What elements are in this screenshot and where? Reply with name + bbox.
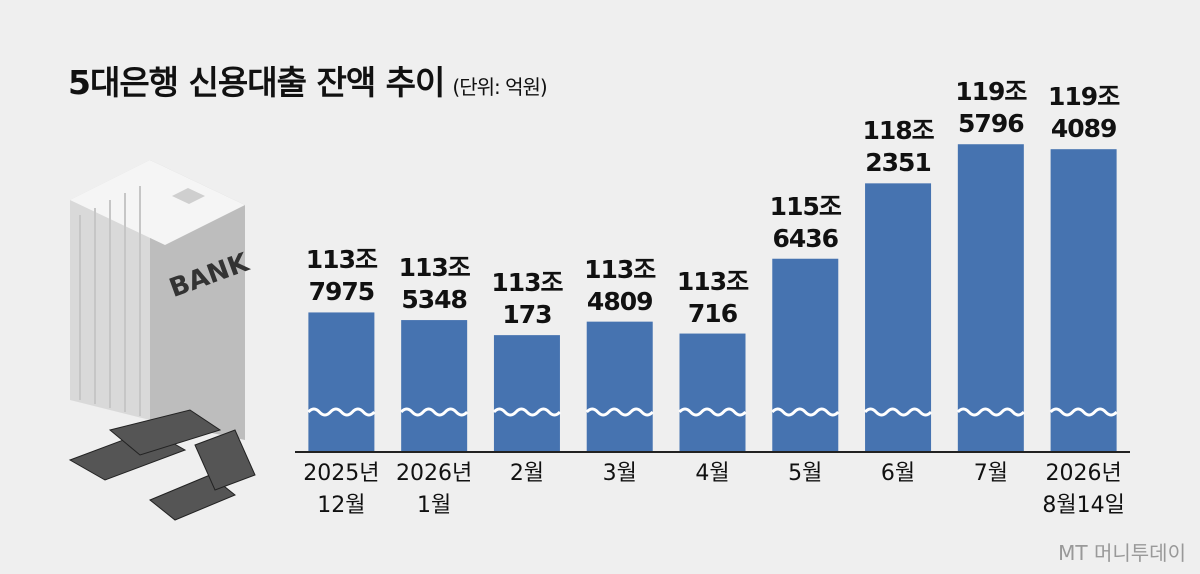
x-tick-label: 5월: [788, 461, 823, 486]
bar: [308, 312, 375, 452]
axis-break: [678, 407, 747, 417]
axis-break: [956, 407, 1025, 417]
axis-break: [400, 407, 469, 417]
unit-label: (단위: 억원): [452, 75, 547, 99]
bar: [493, 335, 560, 452]
x-tick-label: 7월: [973, 461, 1008, 486]
bar: [772, 258, 839, 452]
x-tick-label: 3월: [602, 461, 637, 486]
value-label: 113조 5348: [398, 253, 471, 315]
title-text: 5대은행 신용대출 잔액 추이: [68, 63, 445, 102]
source: MT 머니투데이: [1058, 541, 1186, 565]
x-tick-label: 2025년 12월: [303, 461, 380, 518]
axis-break: [307, 407, 376, 417]
x-tick-label: 4월: [695, 461, 730, 486]
x-tick-label: 2026년 1월: [396, 461, 473, 518]
x-tick-label: 2026년 8월14일: [1042, 461, 1125, 518]
value-label: 113조 716: [676, 266, 749, 328]
axis-break: [585, 407, 654, 417]
value-label: 119조 4089: [1048, 82, 1120, 144]
value-label: 118조 2351: [862, 116, 934, 178]
axis-break: [863, 407, 933, 417]
chart-title: 5대은행 신용대출 잔액 추이 (단위: 억원): [68, 56, 548, 104]
bar: [679, 333, 746, 452]
value-label: 113조 4809: [584, 254, 656, 316]
value-label: 113조 173: [491, 268, 563, 330]
value-label: 115조 6436: [769, 191, 842, 253]
axis-break: [1049, 407, 1118, 417]
value-label: 113조 7975: [305, 245, 378, 307]
axis-break: [492, 407, 562, 417]
bank-illustration: BANK: [68, 160, 256, 521]
bar: [586, 321, 653, 452]
x-tick-label: 2월: [509, 461, 545, 486]
value-label: 119조 5796: [955, 77, 1027, 139]
bar: [957, 144, 1024, 453]
bar: [865, 183, 932, 453]
axis-break: [771, 407, 840, 417]
bar: [1050, 149, 1117, 453]
x-tick-label: 6월: [880, 461, 916, 486]
bar: [401, 320, 468, 452]
